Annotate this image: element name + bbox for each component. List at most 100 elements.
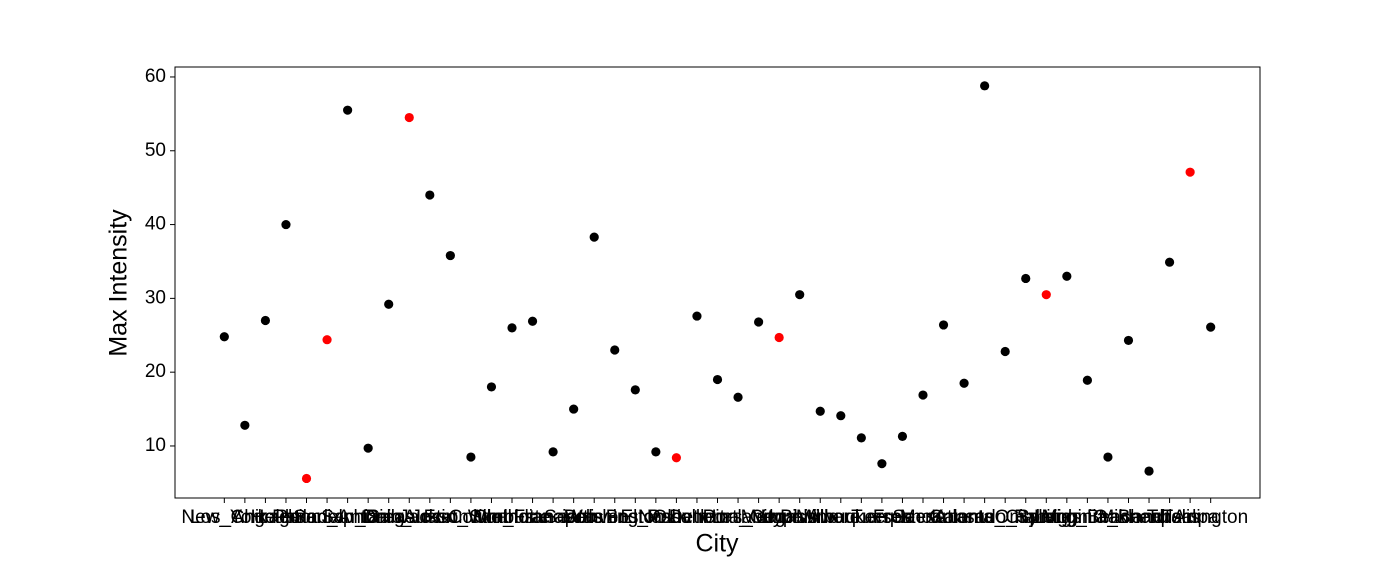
point [343, 105, 353, 115]
x-tick-label: Philadelphia [275, 507, 379, 528]
point [938, 320, 949, 330]
point [980, 81, 990, 91]
point [425, 190, 435, 200]
x-tick-label: Oklahoma_City [653, 507, 783, 528]
point [671, 453, 682, 463]
x-tick-label: Dallas [362, 507, 415, 528]
point [856, 433, 866, 443]
x-tick-label: Washington [565, 507, 665, 528]
point [712, 374, 723, 385]
point [1082, 375, 1092, 385]
y-tick-label: 10 [145, 435, 166, 456]
point [877, 459, 887, 469]
point [1164, 257, 1175, 267]
point [219, 332, 229, 342]
point [548, 447, 558, 457]
x-tick-label: Mesa [900, 507, 947, 528]
plot-frame [174, 66, 1261, 499]
point [959, 378, 969, 388]
point [897, 431, 908, 441]
point [1144, 466, 1154, 476]
point [630, 385, 640, 395]
x-tick-label: Detroit [669, 507, 726, 528]
x-tick-label: Jacksonville [399, 507, 501, 528]
point [1041, 290, 1051, 300]
x-tick-label: Albuquerque [807, 507, 915, 528]
x-axis-label: City [695, 530, 739, 558]
x-tick-label: Phoenix [272, 507, 341, 528]
x-tick-label: Virginia_Beach [1044, 507, 1171, 528]
point [363, 443, 373, 453]
point [692, 311, 702, 321]
x-tick-label: Charlotte [473, 507, 550, 528]
x-tick-label: Oakland [1093, 507, 1164, 528]
x-tick-label: Milwaukee [796, 507, 886, 528]
point [1103, 452, 1113, 462]
x-tick-label: Minneapolis [1098, 507, 1199, 528]
x-tick-label: Indianapolis [502, 507, 603, 528]
point [445, 250, 455, 261]
point [1206, 322, 1216, 332]
x-tick-label: Omaha [995, 507, 1058, 528]
point [610, 345, 620, 355]
x-tick-label: Portland [703, 507, 774, 528]
point [733, 392, 743, 402]
point [569, 404, 579, 414]
x-tick-label: Fort_Worth [424, 507, 519, 528]
x-tick-label: El_Paso [620, 507, 691, 528]
x-tick-label: San_Francisco [469, 507, 596, 528]
point [486, 382, 497, 392]
point [1062, 271, 1072, 281]
point [753, 317, 764, 327]
x-tick-label: Denver [564, 507, 626, 528]
x-tick-label: Memphis [741, 507, 818, 528]
point [384, 299, 394, 309]
x-tick-label: Nashville [638, 507, 715, 528]
x-tick-label: Atlanta [935, 507, 995, 528]
y-tick-label: 20 [145, 361, 166, 382]
point [466, 452, 476, 462]
x-tick-label: Arlington [1173, 507, 1248, 528]
x-tick-label: Tucson [851, 507, 913, 528]
x-tick-label: Austin [403, 507, 456, 528]
point [301, 473, 312, 484]
x-tick-label: Miami [1042, 507, 1093, 528]
point [1000, 346, 1010, 357]
x-tick-label: Boston [606, 507, 665, 528]
x-tick-label: Sacramento [892, 507, 994, 528]
x-tick-label: New_York [181, 507, 267, 528]
y-tick-label: 50 [145, 140, 166, 161]
point [918, 390, 928, 400]
point [815, 406, 825, 416]
x-tick-label: San_Antonio [293, 507, 402, 528]
point [1185, 167, 1195, 177]
point [795, 290, 805, 300]
point [589, 232, 599, 242]
x-tick-label: San_Diego [321, 507, 415, 528]
x-tick-label: Tampa [1162, 507, 1219, 528]
x-tick-label: Houston [251, 507, 322, 528]
y-tick-label: 40 [145, 214, 166, 235]
point [404, 112, 414, 123]
x-tick-label: Columbus [449, 507, 535, 528]
x-tick-label: Fresno [873, 507, 932, 528]
point [281, 219, 291, 230]
x-tick-label: Seattle [544, 507, 603, 528]
y-tick-label: 60 [145, 66, 166, 87]
x-tick-label: Los_Angeles [190, 507, 300, 528]
x-tick-label: Colorado_Springs [929, 507, 1081, 528]
x-tick-label: Baltimore [780, 507, 860, 528]
x-tick-label: Raleigh [1014, 507, 1078, 528]
x-tick-label: Kansas_City [931, 507, 1038, 528]
x-tick-label: Long_Beach [1034, 507, 1141, 528]
x-tick-label: San_Jose [367, 507, 452, 528]
point [322, 335, 332, 345]
point [260, 315, 271, 326]
point [240, 420, 250, 430]
x-tick-label: Louisville [761, 507, 839, 528]
point [836, 411, 846, 421]
x-tick-label: Chicago [231, 507, 301, 528]
y-tick-label: 30 [145, 287, 166, 308]
point [527, 316, 538, 326]
